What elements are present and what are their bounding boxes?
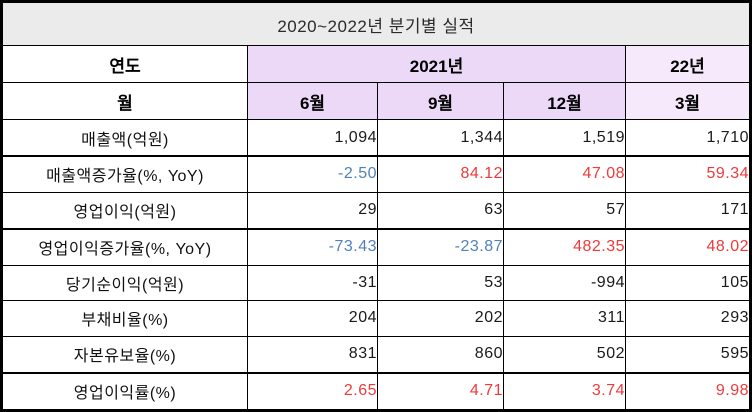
value-cell: 9.98 [625, 371, 751, 411]
value-cell: 47.08 [503, 154, 626, 193]
value-cell: 2.65 [247, 371, 378, 411]
title-row: 2020~2022년 분기별 실적 [1, 1, 751, 46]
year-group-2021: 2021년 [247, 44, 626, 84]
value-cell: 204 [247, 300, 378, 337]
table-row: 영업이익증가율(%, YoY) -73.43 -23.87 482.35 48.… [1, 227, 751, 266]
row-label: 부채비율(%) [1, 300, 248, 337]
value-cell: 53 [377, 264, 504, 302]
table-row: 매출액(억원) 1,094 1,344 1,519 1,710 [1, 119, 751, 157]
month-header-dec: 12월 [503, 82, 626, 121]
value-cell: 311 [503, 300, 626, 337]
value-cell: -31 [247, 264, 378, 302]
value-cell: 293 [625, 300, 751, 337]
value-cell: 48.02 [625, 227, 751, 266]
value-cell: 482.35 [503, 227, 626, 266]
row-label: 영업이익률(%) [1, 371, 248, 411]
value-cell: 1,519 [503, 119, 626, 157]
value-cell: 202 [377, 300, 504, 337]
value-cell: 171 [625, 191, 751, 230]
value-cell: 860 [377, 335, 504, 374]
table-row: 당기순이익(억원) -31 53 -994 105 [1, 264, 751, 302]
value-cell: 1,344 [377, 119, 504, 157]
value-cell: 1,710 [625, 119, 751, 157]
month-header-row: 월 6월 9월 12월 3월 [1, 82, 751, 121]
value-cell: 831 [247, 335, 378, 374]
year-header-row: 연도 2021년 22년 [1, 44, 751, 84]
row-label: 매출액증가율(%, YoY) [1, 154, 248, 193]
month-header-sep: 9월 [377, 82, 504, 121]
value-cell: 105 [625, 264, 751, 302]
table-row: 영업이익(억원) 29 63 57 171 [1, 191, 751, 230]
month-row-label: 월 [1, 82, 248, 121]
table-row: 부채비율(%) 204 202 311 293 [1, 300, 751, 337]
value-cell: 595 [625, 335, 751, 374]
row-label: 자본유보율(%) [1, 335, 248, 374]
row-label: 영업이익증가율(%, YoY) [1, 227, 248, 266]
year-row-label: 연도 [1, 44, 248, 84]
row-label: 영업이익(억원) [1, 191, 248, 230]
value-cell: 57 [503, 191, 626, 230]
table-row: 영업이익률(%) 2.65 4.71 3.74 9.98 [1, 371, 751, 411]
year-group-22: 22년 [625, 44, 751, 84]
row-label: 매출액(억원) [1, 119, 248, 157]
table-row: 매출액증가율(%, YoY) -2.50 84.12 47.08 59.34 [1, 154, 751, 193]
table-row: 자본유보율(%) 831 860 502 595 [1, 335, 751, 374]
value-cell: 63 [377, 191, 504, 230]
value-cell: 502 [503, 335, 626, 374]
value-cell: -73.43 [247, 227, 378, 266]
value-cell: -994 [503, 264, 626, 302]
month-header-jun: 6월 [247, 82, 378, 121]
value-cell: 29 [247, 191, 378, 230]
month-header-mar: 3월 [625, 82, 751, 121]
value-cell: 84.12 [377, 154, 504, 193]
value-cell: 3.74 [503, 371, 626, 411]
value-cell: -2.50 [247, 154, 378, 193]
value-cell: 1,094 [247, 119, 378, 157]
table-title: 2020~2022년 분기별 실적 [1, 1, 751, 46]
value-cell: 4.71 [377, 371, 504, 411]
row-label: 당기순이익(억원) [1, 264, 248, 302]
value-cell: 59.34 [625, 154, 751, 193]
value-cell: -23.87 [377, 227, 504, 266]
